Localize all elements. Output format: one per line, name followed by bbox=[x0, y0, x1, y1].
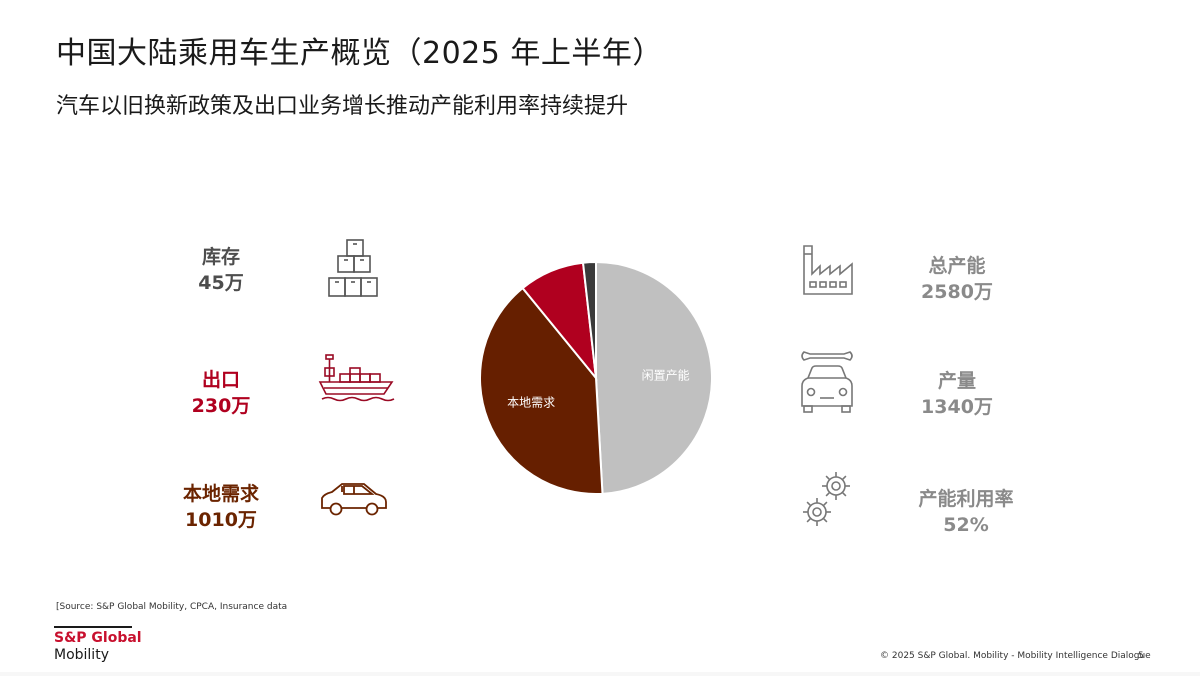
stat-local-demand-label: 本地需求 bbox=[182, 483, 259, 505]
stat-production-label: 产量 bbox=[937, 370, 976, 392]
logo-bar bbox=[54, 626, 132, 628]
pie-label-1: 本地需求 bbox=[507, 396, 555, 410]
stat-total-capacity: 总产能 2580万 bbox=[902, 253, 1012, 305]
page-number: 5 bbox=[1138, 651, 1144, 661]
car-icon bbox=[318, 478, 390, 520]
stat-inventory-value: 45万 bbox=[198, 272, 244, 294]
stat-local-demand: 本地需求 1010万 bbox=[166, 481, 276, 533]
logo-line1: S&P Global bbox=[54, 630, 142, 646]
page-subtitle: 汽车以旧换新政策及出口业务增长推动产能利用率持续提升 bbox=[56, 94, 629, 119]
pie-label-0: 闲置产能 bbox=[642, 369, 690, 383]
gears-icon bbox=[800, 470, 856, 530]
factory-icon bbox=[800, 240, 856, 296]
page-title: 中国大陆乘用车生产概览（2025 年上半年） bbox=[56, 36, 663, 71]
sp-global-logo: S&P Global Mobility bbox=[54, 626, 142, 664]
stat-export: 出口 230万 bbox=[176, 367, 266, 419]
footer-copyright: © 2025 S&P Global. Mobility - Mobility I… bbox=[880, 651, 1151, 661]
stat-export-label: 出口 bbox=[201, 369, 240, 391]
stat-export-value: 230万 bbox=[191, 395, 251, 417]
stat-inventory-label: 库存 bbox=[201, 246, 240, 268]
source-note: [Source: S&P Global Mobility, CPCA, Insu… bbox=[56, 602, 288, 612]
stat-utilization: 产能利用率 52% bbox=[892, 486, 1040, 538]
stat-total-capacity-label: 总产能 bbox=[928, 255, 986, 277]
stat-total-capacity-value: 2580万 bbox=[921, 281, 993, 303]
logo-line2: Mobility bbox=[54, 647, 109, 663]
pie-slice-1 bbox=[479, 286, 604, 495]
pie-slice-3 bbox=[581, 260, 597, 379]
cargo-ship-icon bbox=[318, 352, 396, 402]
stat-utilization-label: 产能利用率 bbox=[918, 488, 1014, 510]
stat-inventory: 库存 45万 bbox=[176, 244, 266, 296]
boxes-icon bbox=[326, 238, 386, 300]
pie-slice-0 bbox=[595, 260, 713, 495]
car-wrench-icon bbox=[798, 348, 856, 414]
stat-local-demand-value: 1010万 bbox=[185, 509, 257, 531]
stat-production-value: 1340万 bbox=[921, 396, 993, 418]
stat-utilization-value: 52% bbox=[943, 514, 989, 536]
stat-production: 产量 1340万 bbox=[902, 368, 1012, 420]
